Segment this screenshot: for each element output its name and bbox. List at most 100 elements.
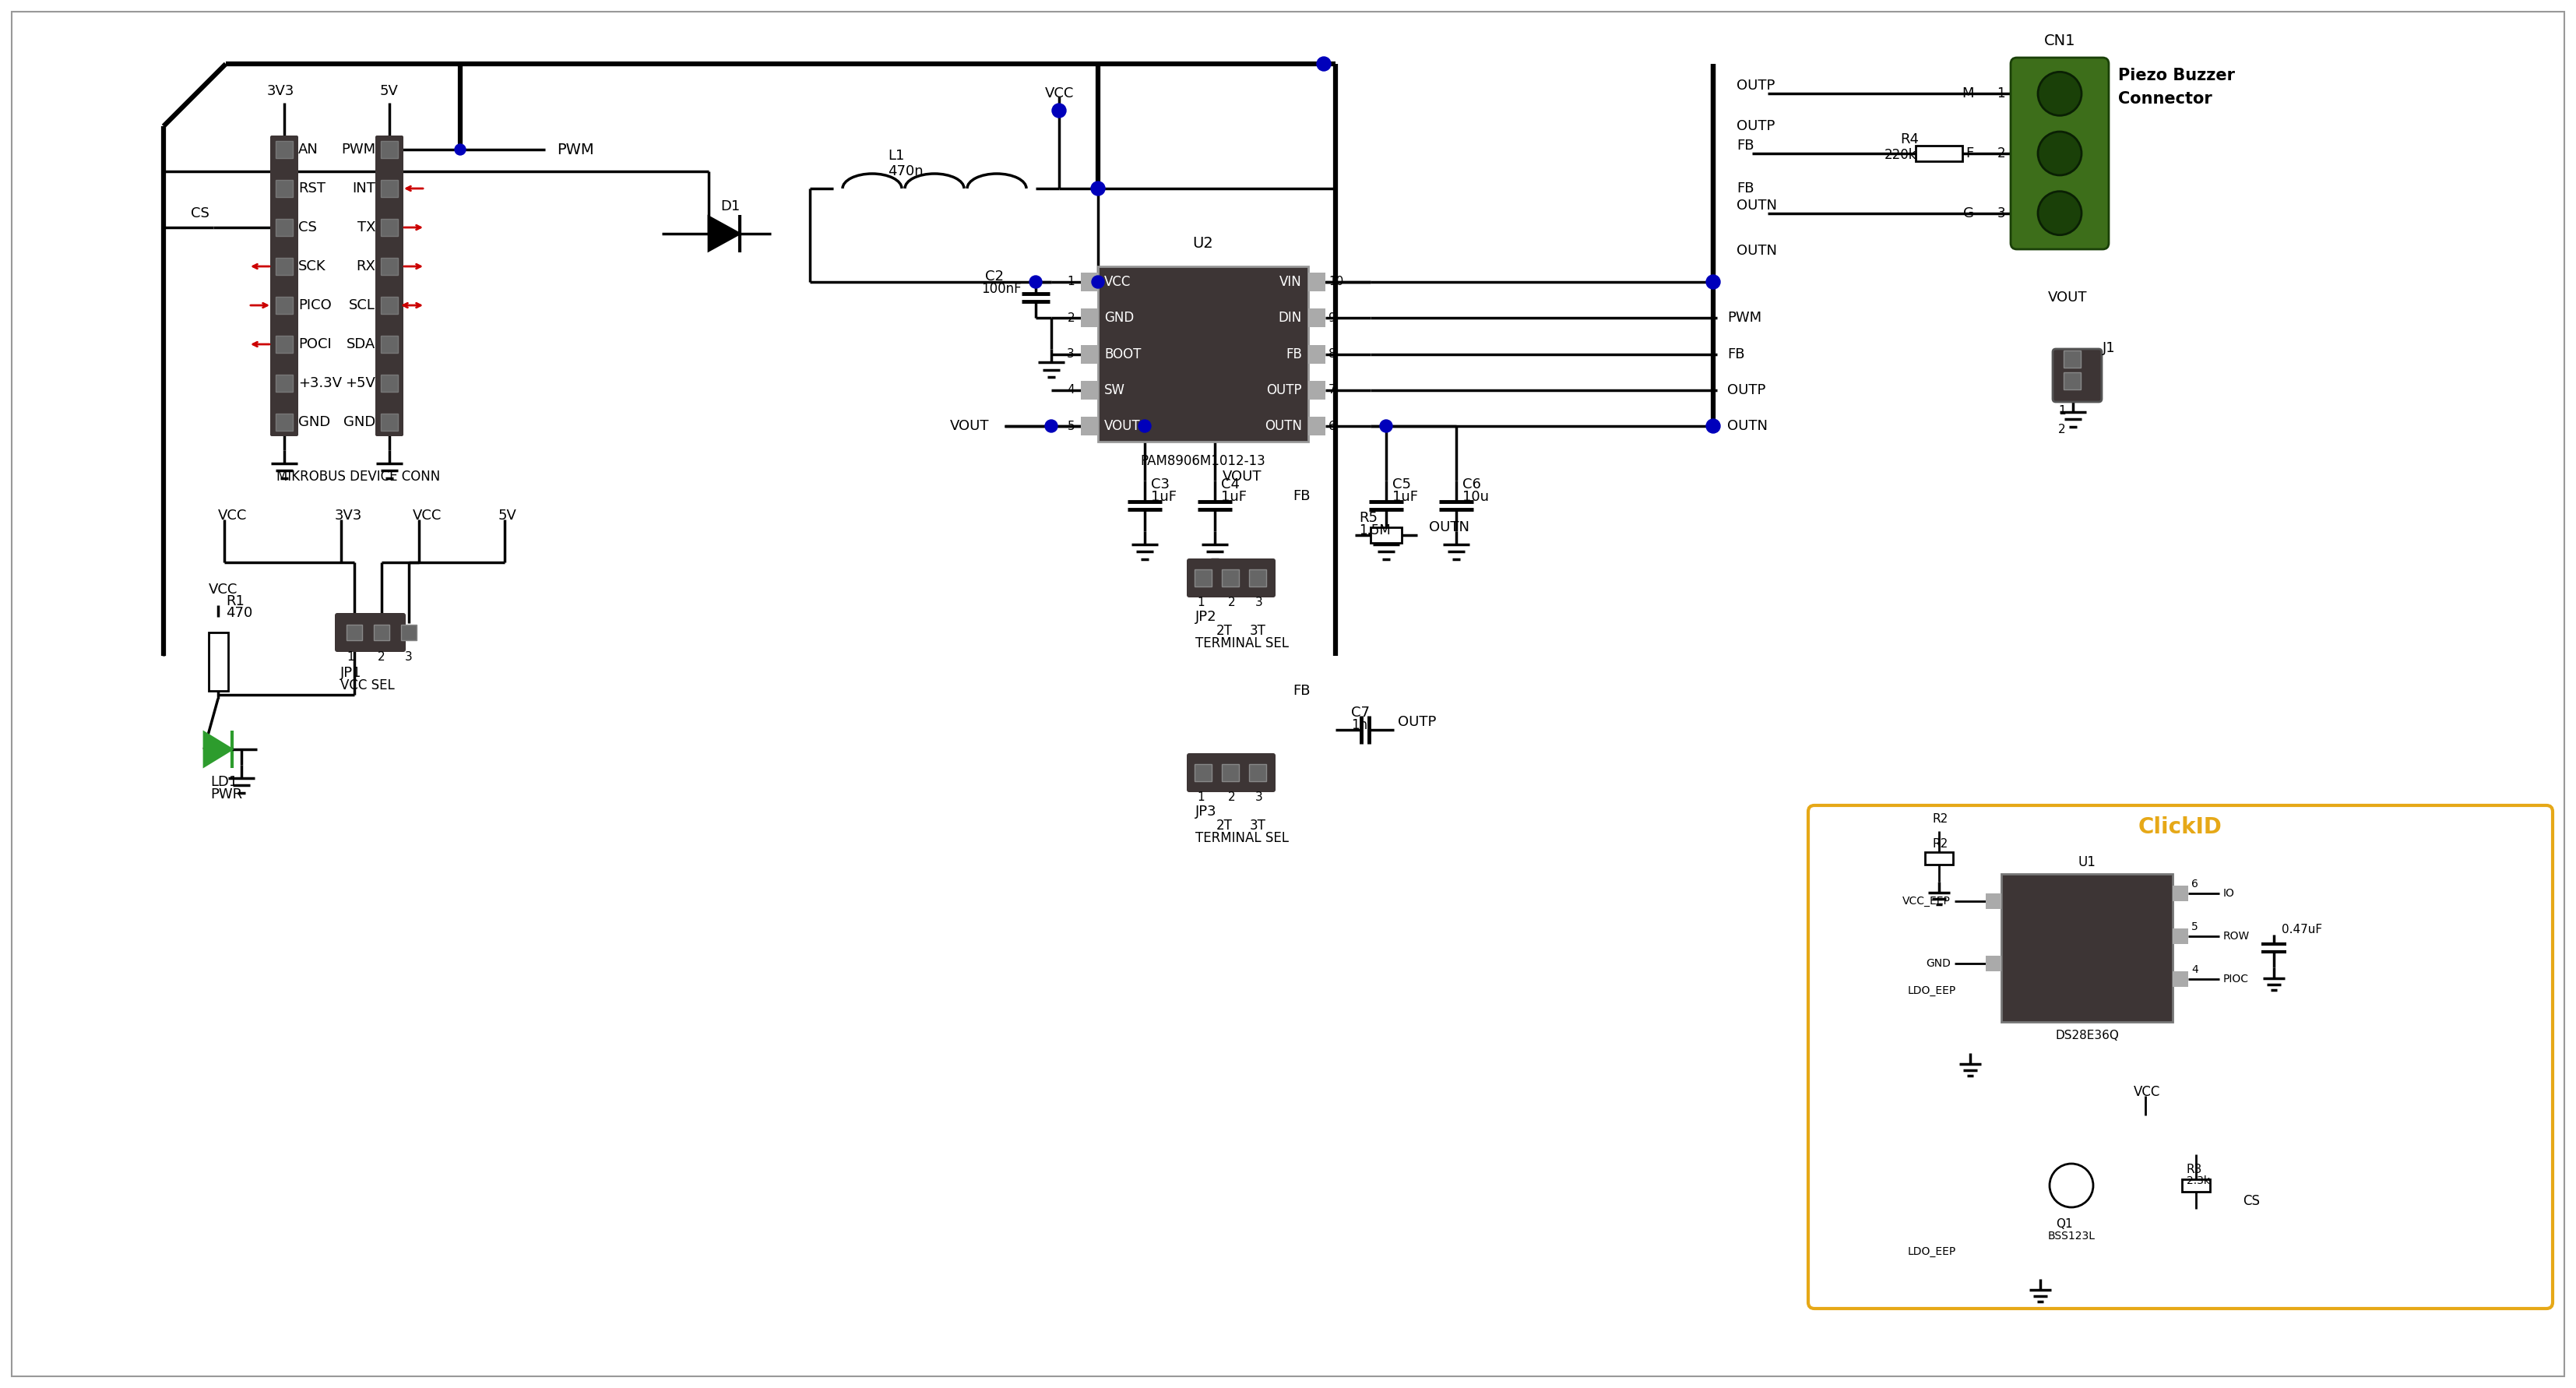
Circle shape [1139,419,1151,432]
Text: 4: 4 [1066,384,1074,396]
Text: U2: U2 [1193,236,1213,250]
Text: 2T: 2T [1216,623,1231,638]
Circle shape [2038,72,2081,115]
Text: POCI: POCI [299,337,332,351]
Circle shape [1092,276,1105,289]
Bar [2172,886,2187,901]
Text: 3: 3 [1255,597,1262,609]
Text: 2: 2 [1229,791,1236,804]
Text: CS: CS [2244,1194,2259,1208]
Text: OUTP: OUTP [1399,715,1437,729]
Text: 1: 1 [1066,276,1074,287]
Text: 2T: 2T [1216,819,1231,833]
Text: 5: 5 [2192,922,2197,933]
Text: VCC: VCC [1046,86,1074,100]
Text: R2: R2 [1932,838,1947,851]
Bar [402,625,417,640]
Text: 7: 7 [1329,384,1337,396]
Text: 6: 6 [2192,879,2197,890]
Text: FB: FB [1285,347,1301,361]
Text: M: M [1963,86,1973,101]
Text: VOUT: VOUT [2048,290,2087,304]
Text: 2: 2 [379,651,386,663]
Text: C6: C6 [1463,477,1481,491]
Text: 220k: 220k [1886,149,1917,162]
Text: VOUT: VOUT [1224,469,1262,483]
Bar [381,258,397,275]
Bar [374,625,389,640]
Text: 2: 2 [2058,425,2066,436]
Text: 1: 1 [2058,405,2066,416]
Bar [1082,380,1097,400]
Text: 1: 1 [1996,86,2004,101]
Circle shape [1705,275,1721,289]
Bar [1082,308,1097,328]
Bar [276,414,294,430]
Text: 3T: 3T [1249,623,1265,638]
Bar [1309,308,1327,328]
Bar [1082,416,1097,436]
Text: 3: 3 [1066,348,1074,359]
Text: OUTN: OUTN [1736,244,1777,258]
Bar [1082,344,1097,364]
Text: OUTP: OUTP [1726,383,1765,397]
Text: Q1: Q1 [2056,1219,2074,1230]
Text: LD1: LD1 [211,775,237,788]
Text: VCC: VCC [219,508,247,523]
Text: TX: TX [358,221,376,235]
Text: FB: FB [1293,684,1311,698]
Bar [209,633,229,691]
FancyBboxPatch shape [1808,805,2553,1309]
Text: C2: C2 [984,269,1005,283]
Bar [1249,569,1267,587]
Text: 1uF: 1uF [1394,490,1417,504]
Bar [1221,569,1239,587]
Bar [348,625,363,640]
Bar [381,414,397,430]
Text: 470: 470 [227,607,252,620]
Text: VCC: VCC [209,583,237,597]
Text: 470n: 470n [889,164,922,179]
Text: JP2: JP2 [1195,609,1216,623]
Text: PAM8906M1012-13: PAM8906M1012-13 [1141,454,1265,468]
Circle shape [2038,192,2081,235]
Text: C4: C4 [1221,477,1239,491]
Bar [1309,380,1327,400]
Text: OUTN: OUTN [1736,198,1777,212]
Text: CS: CS [299,221,317,235]
Text: GND: GND [299,415,330,429]
Bar [381,297,397,314]
Bar [1986,956,2002,972]
Text: MIKROBUS DEVICE CONN: MIKROBUS DEVICE CONN [276,469,440,483]
Text: VIN: VIN [1280,275,1301,289]
Text: 2.3k: 2.3k [2187,1176,2210,1187]
Text: AN: AN [299,143,319,157]
Bar [276,297,294,314]
Text: G: G [1963,207,1973,221]
Text: 3V3: 3V3 [268,85,294,99]
Text: FB: FB [1726,347,1744,361]
Text: IO: IO [2223,888,2236,899]
Bar [276,336,294,353]
Text: +5V: +5V [345,376,376,390]
Bar [381,180,397,197]
Bar [1195,569,1211,587]
Text: 1uF: 1uF [1221,490,1247,504]
Text: VCC_EEP: VCC_EEP [1904,895,1950,906]
Text: R3: R3 [2187,1165,2202,1176]
Text: JP1: JP1 [340,666,361,680]
Text: OUTN: OUTN [1430,520,1468,534]
Text: Piezo Buzzer: Piezo Buzzer [2117,68,2236,83]
Bar [2002,874,2172,1022]
Text: +3.3V: +3.3V [299,376,343,390]
Bar [2172,972,2187,987]
Bar [381,142,397,158]
Bar [1309,272,1327,291]
Text: R4: R4 [1901,132,1919,146]
Text: BOOT: BOOT [1105,347,1141,361]
Text: SCK: SCK [299,260,327,273]
Bar [1221,765,1239,781]
Polygon shape [204,731,232,766]
Text: OUTP: OUTP [1267,383,1301,397]
Text: 1.5M: 1.5M [1360,523,1391,537]
